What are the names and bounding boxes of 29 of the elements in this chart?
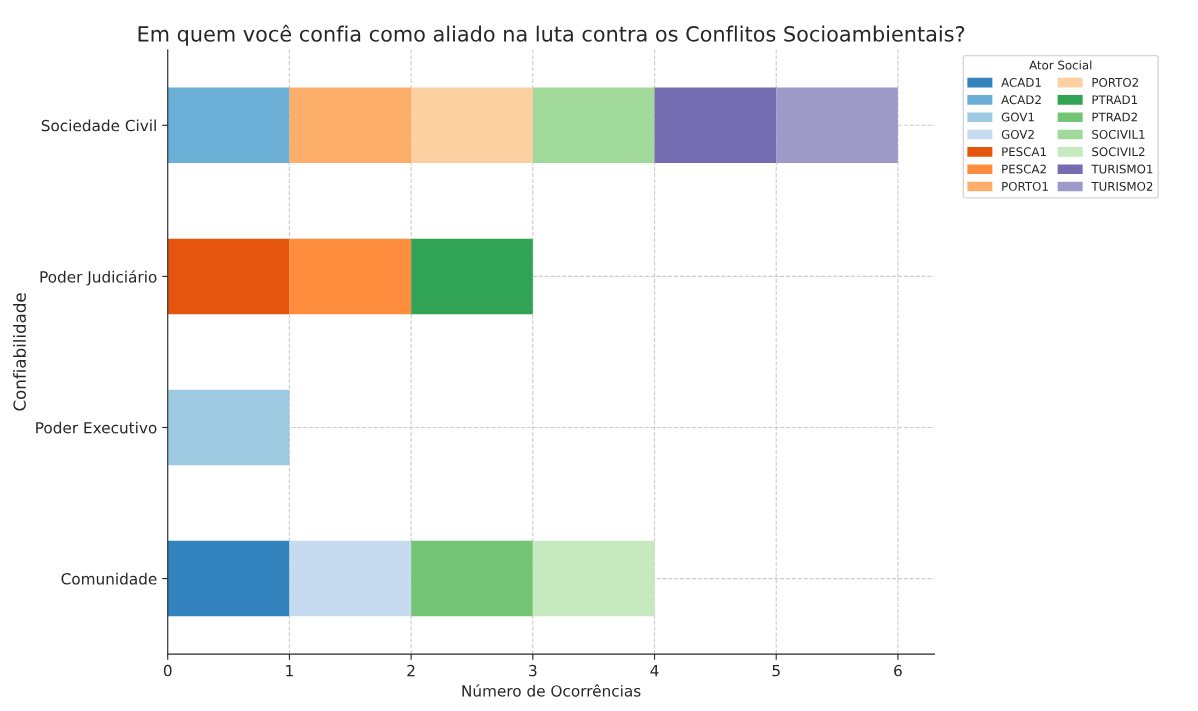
chart-title: Em quem você confia como aliado na luta contra os Conflitos Socioambientais? [138, 24, 965, 46]
x-tick-label: 3 [529, 664, 537, 677]
x-tick-label: 2 [407, 664, 415, 677]
x-tick-label: 0 [163, 664, 172, 677]
legend-label: PESCA2 [1002, 164, 1046, 174]
x-tick-label: 6 [894, 664, 902, 677]
legend-label: PTRAD2 [1092, 112, 1137, 122]
legend-label: GOV2 [1001, 129, 1034, 139]
y-axis-title: Confiabilidade [13, 293, 26, 411]
legend-label: PESCA1 [1002, 147, 1046, 157]
legend-label: SOCIVIL1 [1092, 129, 1145, 139]
legend-label: ACAD1 [1001, 77, 1041, 87]
y-tick-label: Poder Executivo [36, 421, 157, 434]
y-tick-label: Sociedade Civil [41, 119, 156, 132]
x-tick-label: 1 [286, 665, 293, 677]
legend-label: ACAD2 [1001, 95, 1041, 105]
legend-label: PORTO2 [1092, 77, 1138, 87]
y-tick-label: Comunidade [61, 572, 157, 585]
legend-label: SOCIVIL2 [1092, 147, 1145, 157]
legend-title: Ator Social [1029, 60, 1092, 70]
legend-label: PTRAD1 [1092, 95, 1138, 105]
legend-label: TURISMO2 [1091, 181, 1153, 191]
x-tick-label: 5 [772, 665, 780, 677]
y-tick-label: Poder Judiciário [40, 270, 157, 286]
legend-label: TURISMO1 [1091, 164, 1153, 174]
legend-label: GOV1 [1001, 112, 1034, 122]
x-axis-title: Número de Ocorrências [462, 684, 641, 697]
x-tick-label: 4 [650, 665, 659, 677]
legend-label: PORTO1 [1002, 181, 1048, 191]
